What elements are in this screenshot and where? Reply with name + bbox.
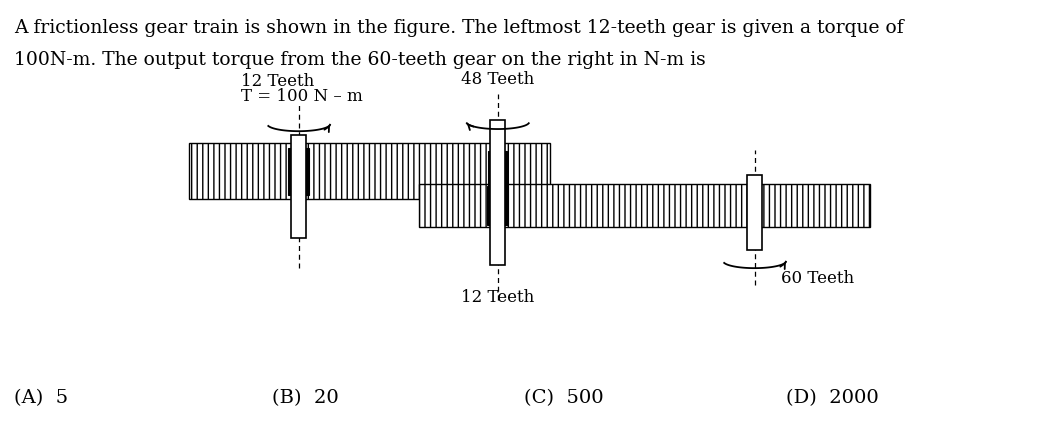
Bar	[189, 143, 296, 199]
Text: 12 Teeth: 12 Teeth	[461, 289, 534, 306]
Bar	[419, 184, 496, 227]
Bar	[302, 143, 550, 199]
Bar	[291, 135, 306, 238]
Text: (B)  20: (B) 20	[272, 389, 340, 407]
Text: 60 Teeth: 60 Teeth	[781, 270, 854, 287]
Text: 100N-m. The output torque from the 60-teeth gear on the right in N-m is: 100N-m. The output torque from the 60-te…	[14, 51, 705, 69]
Text: (D)  2000: (D) 2000	[786, 389, 879, 407]
Bar	[490, 120, 505, 265]
Text: (C)  500: (C) 500	[524, 389, 604, 407]
Text: (A)  5: (A) 5	[14, 389, 68, 407]
Bar	[288, 148, 309, 195]
Text: 48 Teeth: 48 Teeth	[461, 71, 534, 88]
Text: T = 100 N – m: T = 100 N – m	[241, 88, 363, 105]
Bar	[747, 175, 762, 250]
Text: A frictionless gear train is shown in the figure. The leftmost 12-teeth gear is : A frictionless gear train is shown in th…	[14, 19, 903, 37]
Bar	[488, 151, 507, 191]
Text: 12 Teeth: 12 Teeth	[241, 73, 314, 90]
Bar	[487, 186, 508, 225]
Bar	[500, 184, 870, 227]
